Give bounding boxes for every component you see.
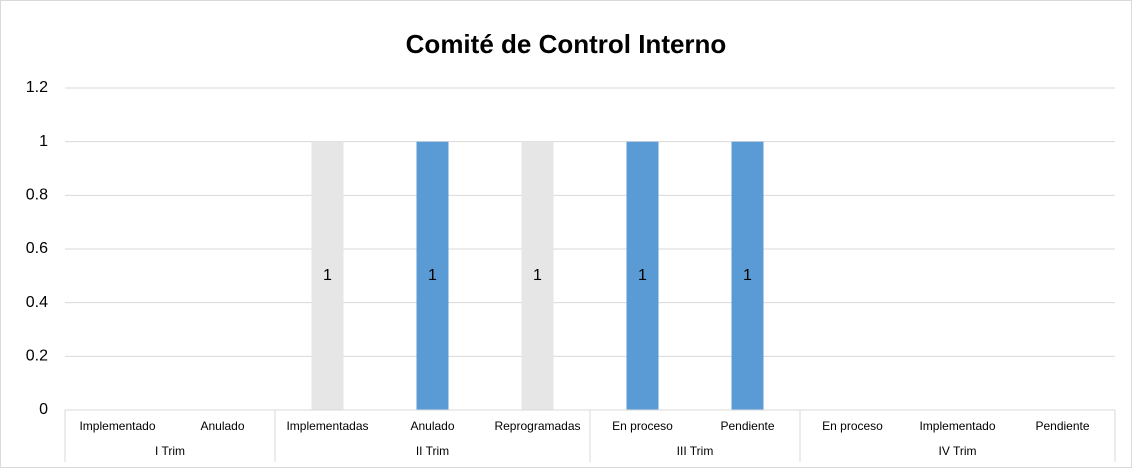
y-tick-label: 0.2 — [26, 348, 48, 365]
chart-title: Comité de Control Interno — [406, 29, 727, 59]
bar — [416, 141, 449, 410]
data-label: 1 — [323, 267, 332, 284]
x-tick-label: Implementado — [79, 419, 155, 433]
y-tick-label: 0.6 — [26, 240, 48, 257]
bar — [311, 141, 344, 410]
data-label: 1 — [638, 267, 647, 284]
x-tick-label: Reprogramadas — [494, 419, 580, 433]
x-tick-label: En proceso — [822, 419, 883, 433]
group-label: II Trim — [416, 444, 449, 458]
group-label: I Trim — [155, 444, 185, 458]
y-tick-label: 1.2 — [26, 79, 48, 96]
y-tick-label: 0.8 — [26, 187, 48, 204]
y-tick-label: 1 — [39, 133, 48, 150]
data-label: 1 — [743, 267, 752, 284]
x-tick-label: Pendiente — [720, 419, 774, 433]
x-tick-label: En proceso — [612, 419, 673, 433]
y-tick-label: 0.4 — [26, 294, 48, 311]
y-tick-label: 0 — [39, 401, 48, 418]
x-tick-label: Implementado — [919, 419, 995, 433]
group-label: III Trim — [677, 444, 714, 458]
data-label: 1 — [533, 267, 542, 284]
x-tick-label: Implementadas — [286, 419, 368, 433]
bar — [626, 141, 659, 410]
x-tick-label: Pendiente — [1035, 419, 1089, 433]
x-tick-label: Anulado — [200, 419, 244, 433]
bar — [731, 141, 764, 410]
x-tick-label: Anulado — [410, 419, 454, 433]
data-label: 1 — [428, 267, 437, 284]
bar — [521, 141, 554, 410]
group-label: IV Trim — [939, 444, 977, 458]
